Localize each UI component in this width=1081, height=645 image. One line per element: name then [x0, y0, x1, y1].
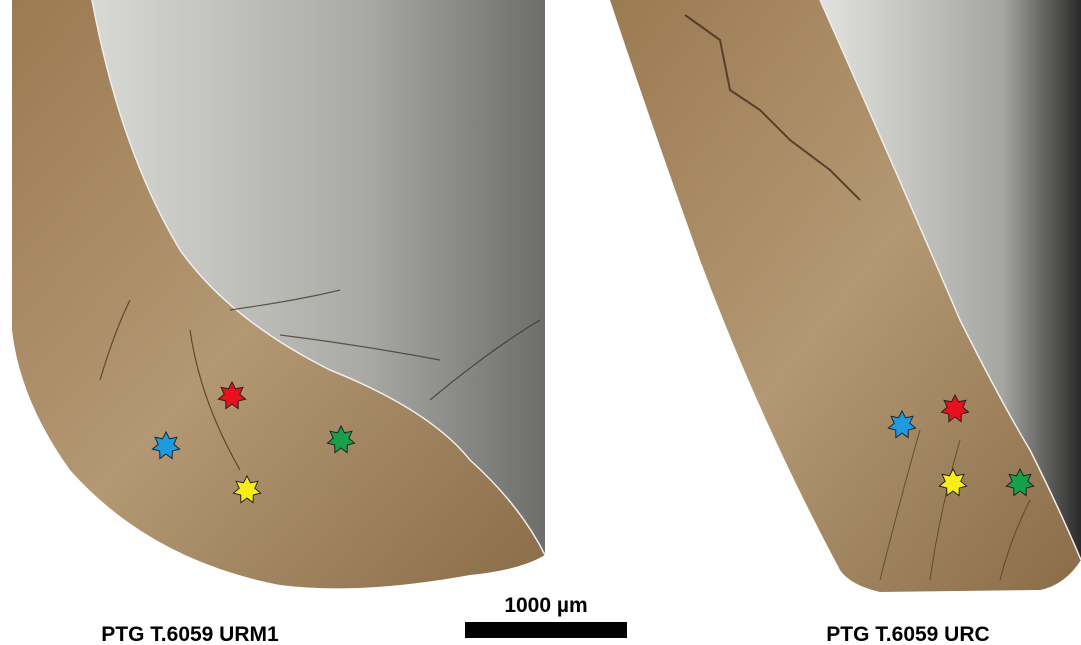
panel-label: PTG T.6059 URM1 [101, 623, 279, 645]
section-left [12, 0, 545, 588]
section-right [610, 0, 1081, 592]
scale-bar [465, 622, 627, 638]
panel-label: PTG T.6059 URC [826, 623, 989, 645]
scale-bar-label: 1000 µm [504, 594, 587, 617]
figure: 1000 µm PTG T.6059 URM1 PTG T.6059 URC [0, 0, 1081, 645]
